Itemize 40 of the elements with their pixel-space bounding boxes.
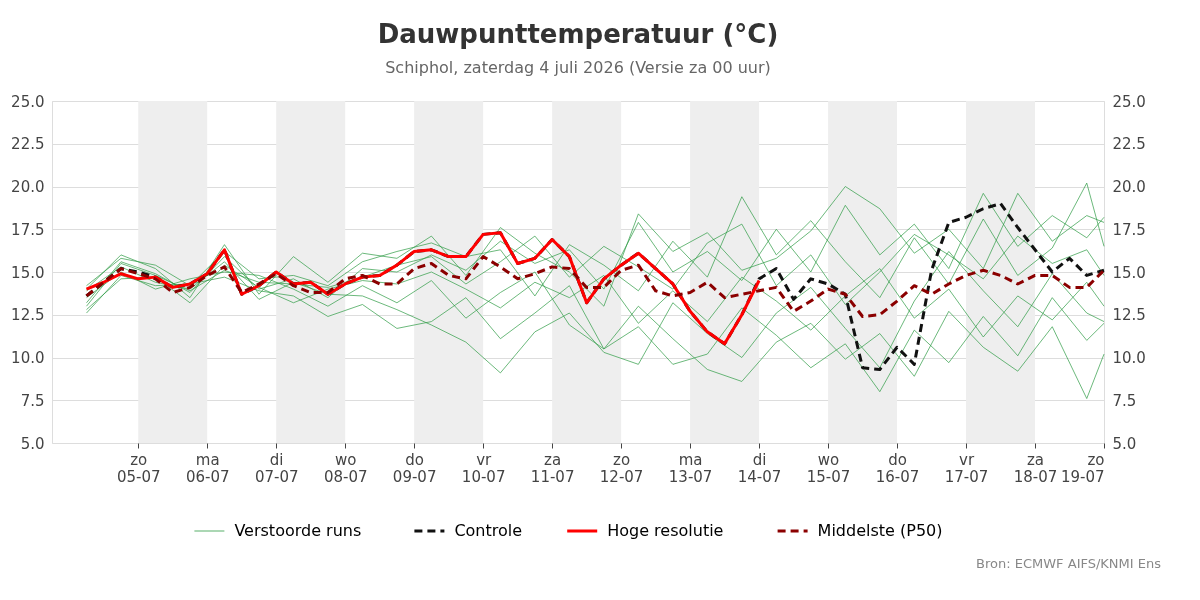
y-tick-label: 25.0: [11, 92, 45, 111]
y-tick-label: 15.0: [11, 263, 45, 282]
x-tick-label: ma 13-07: [668, 450, 713, 486]
x-tick-label: vr 17-07: [944, 450, 989, 486]
legend-label: Hoge resolutie: [607, 521, 724, 540]
x-tick-label: vr 10-07: [461, 450, 506, 486]
legend-label: Verstoorde runs: [234, 521, 362, 540]
x-tick-label: zo 12-07: [599, 450, 644, 486]
x-tick-label: zo 05-07: [116, 450, 161, 486]
x-tick-label: di 07-07: [254, 450, 299, 486]
x-tick-label: za 18-07: [1013, 450, 1058, 486]
y-tick-label: 12.5: [11, 306, 45, 325]
y2-tick-label: 22.5: [1112, 135, 1146, 154]
x-tick-label: do 16-07: [875, 450, 920, 486]
x-tick-label: di 14-07: [737, 450, 782, 486]
y-tick-label: 7.5: [20, 391, 45, 410]
y-tick-label: 17.5: [11, 220, 45, 239]
legend-label: Middelste (P50): [817, 521, 943, 540]
y2-tick-label: 10.0: [1112, 349, 1146, 367]
y-tick-label: 10.0: [11, 349, 45, 367]
y2-tick-label: 25.0: [1112, 92, 1146, 111]
y-tick-label: 22.5: [11, 135, 45, 154]
y2-tick-label: 20.0: [1112, 178, 1146, 196]
y2-tick-label: 15.0: [1112, 263, 1146, 282]
y-tick-label: 5.0: [20, 434, 45, 453]
y2-tick-label: 12.5: [1112, 306, 1146, 325]
chart-title: Dauwpunttemperatuur (°C): [377, 19, 779, 49]
x-tick-label: wo 15-07: [806, 450, 851, 486]
y-tick-label: 20.0: [11, 178, 45, 196]
chart-subtitle: Schiphol, zaterdag 4 juli 2026 (Versie za 00 uur): [385, 58, 771, 77]
y2-tick-label: 7.5: [1112, 391, 1137, 410]
y2-tick-label: 5.0: [1112, 434, 1137, 453]
legend-label: Controle: [454, 521, 523, 540]
x-tick-label: ma 06-07: [185, 450, 230, 486]
x-tick-label: za 11-07: [530, 450, 575, 486]
y2-tick-label: 17.5: [1112, 220, 1146, 239]
x-tick-label: wo 08-07: [323, 450, 368, 486]
text: Bron: ECMWF AIFS/KNMI Ens: [976, 556, 1162, 571]
x-tick-label: zo 19-07: [1060, 450, 1105, 486]
x-tick-label: do 09-07: [392, 450, 437, 486]
